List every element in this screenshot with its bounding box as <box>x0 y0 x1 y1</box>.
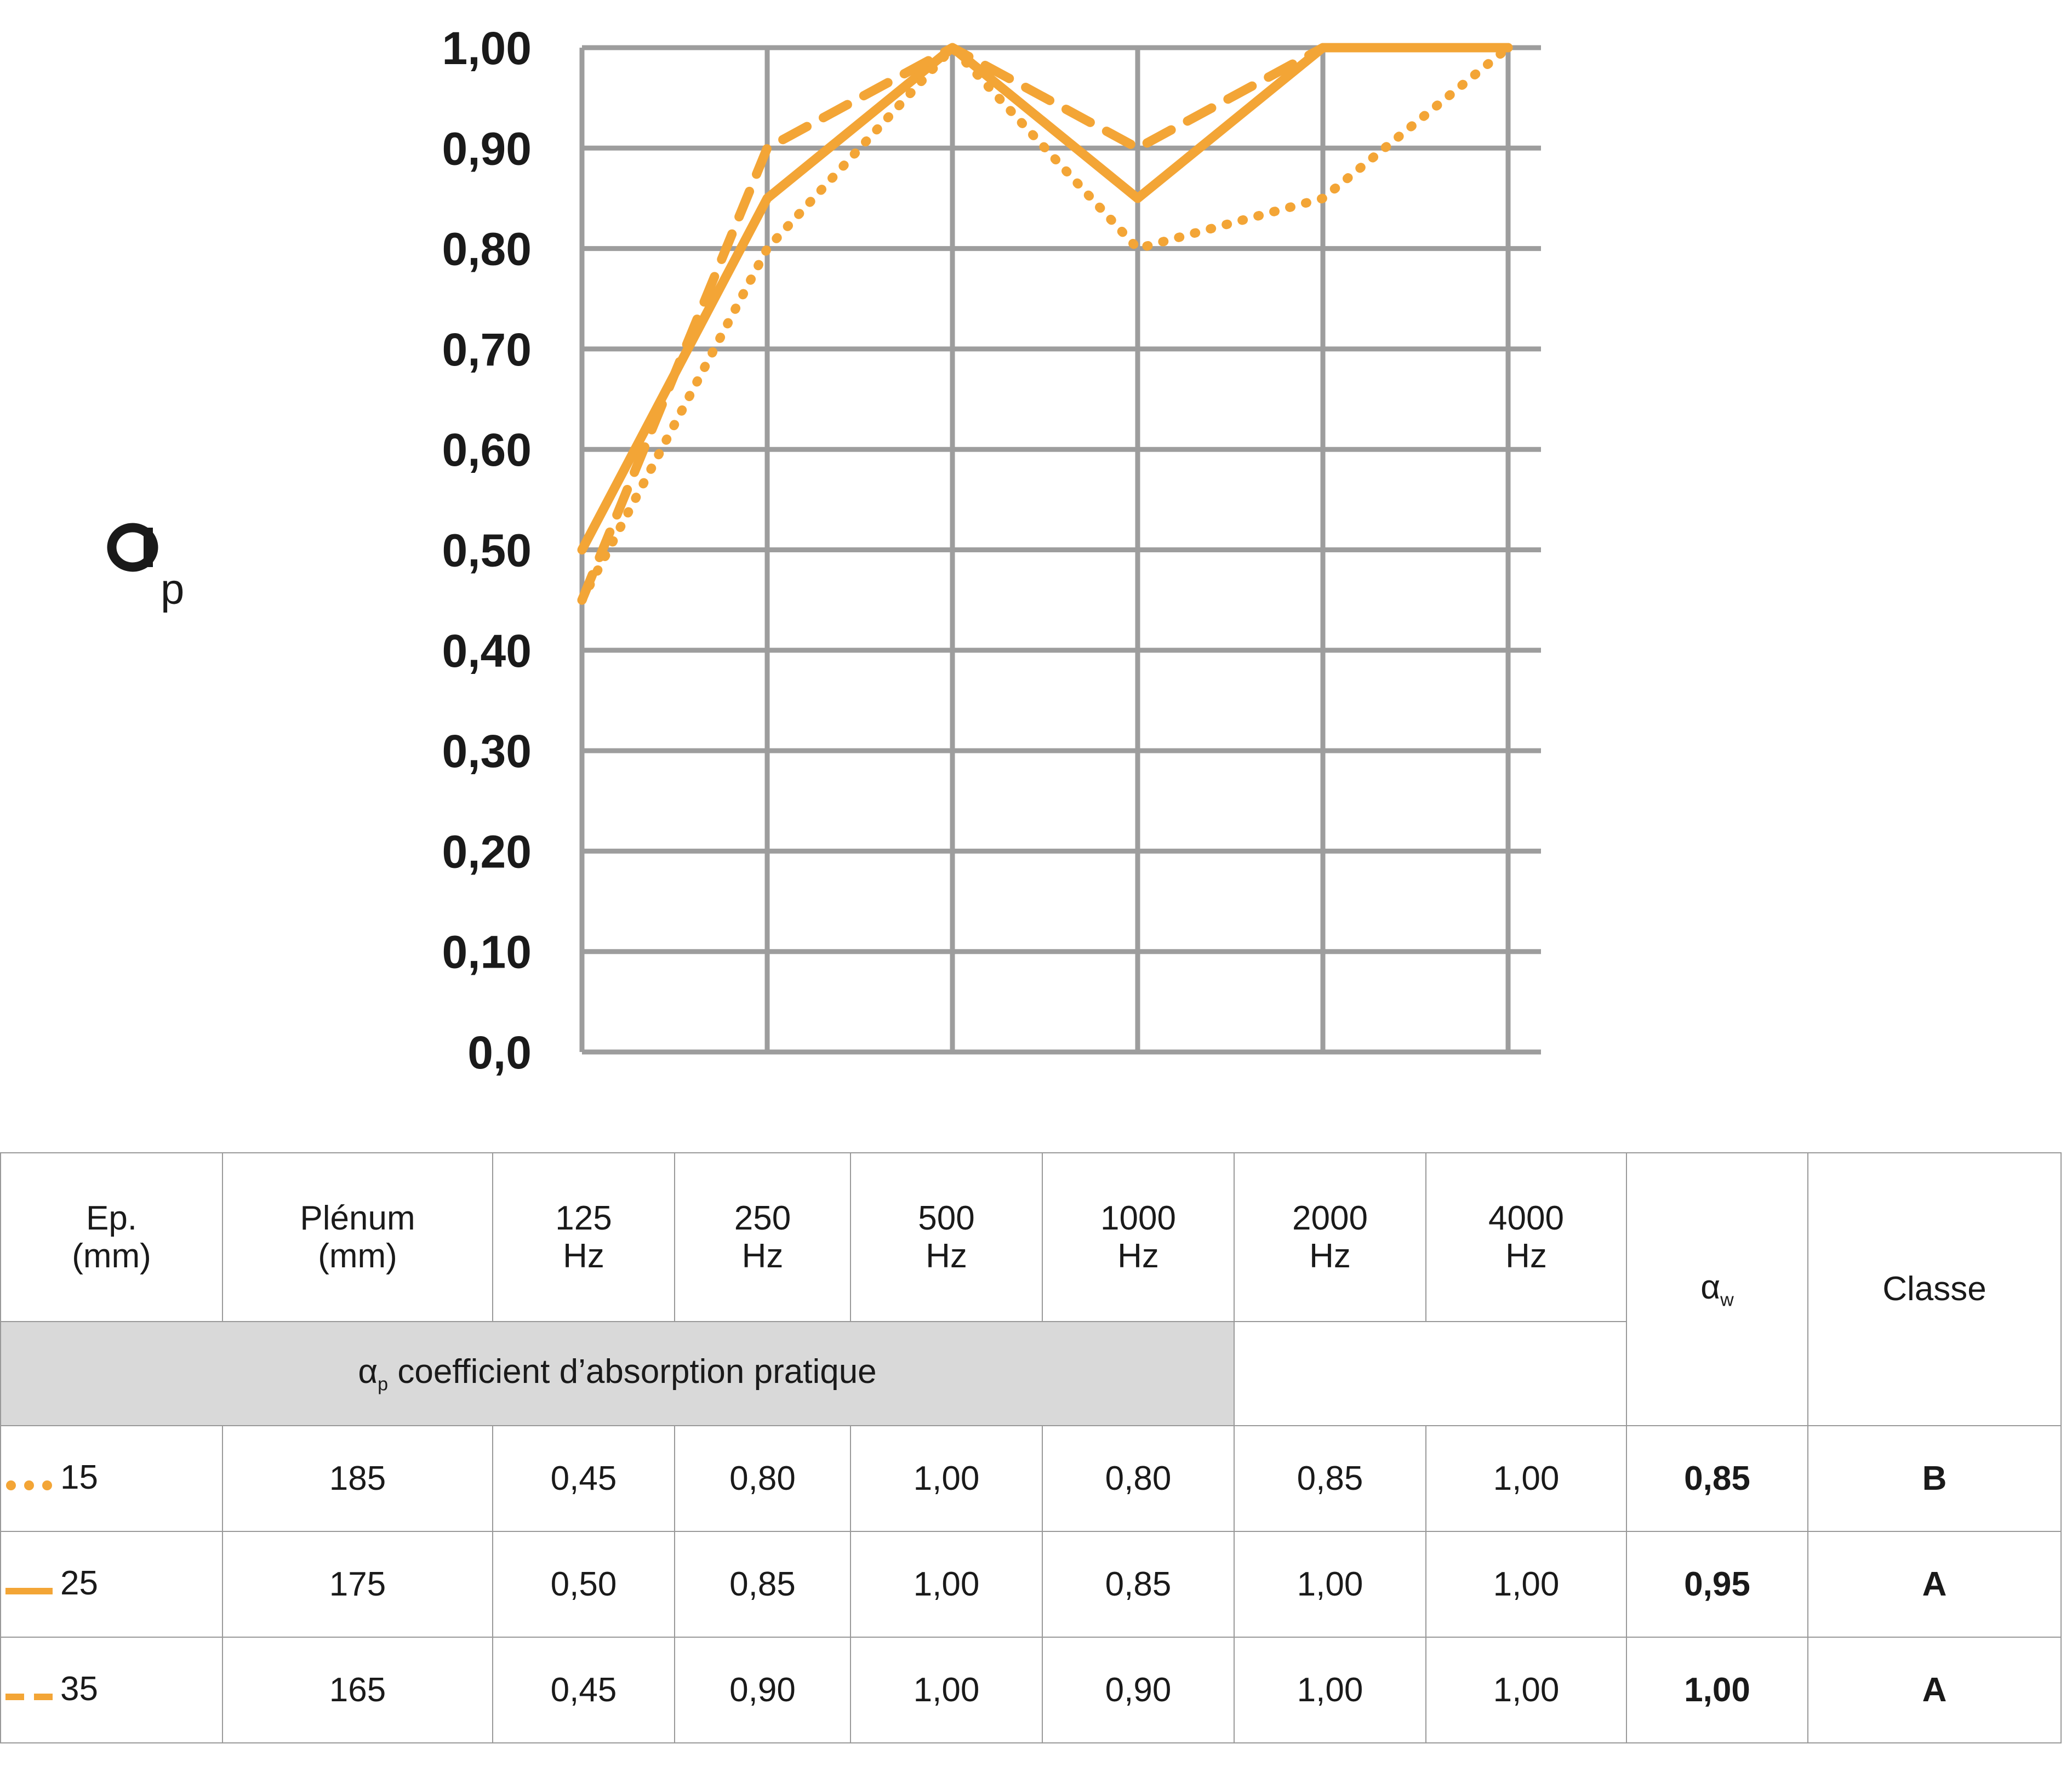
svg-text:0,30: 0,30 <box>442 725 532 777</box>
svg-text:0,0: 0,0 <box>467 1027 532 1078</box>
svg-text:0,10: 0,10 <box>442 927 532 978</box>
svg-text:0,40: 0,40 <box>442 625 532 677</box>
svg-text:0,20: 0,20 <box>442 826 532 877</box>
svg-text:p: p <box>161 565 184 613</box>
svg-text:0,90: 0,90 <box>442 123 532 174</box>
svg-text:0,80: 0,80 <box>442 224 532 275</box>
svg-text:0,60: 0,60 <box>442 424 532 476</box>
svg-text:1,00: 1,00 <box>442 22 532 74</box>
svg-text:0,50: 0,50 <box>442 525 532 576</box>
svg-text:0,70: 0,70 <box>442 324 532 375</box>
